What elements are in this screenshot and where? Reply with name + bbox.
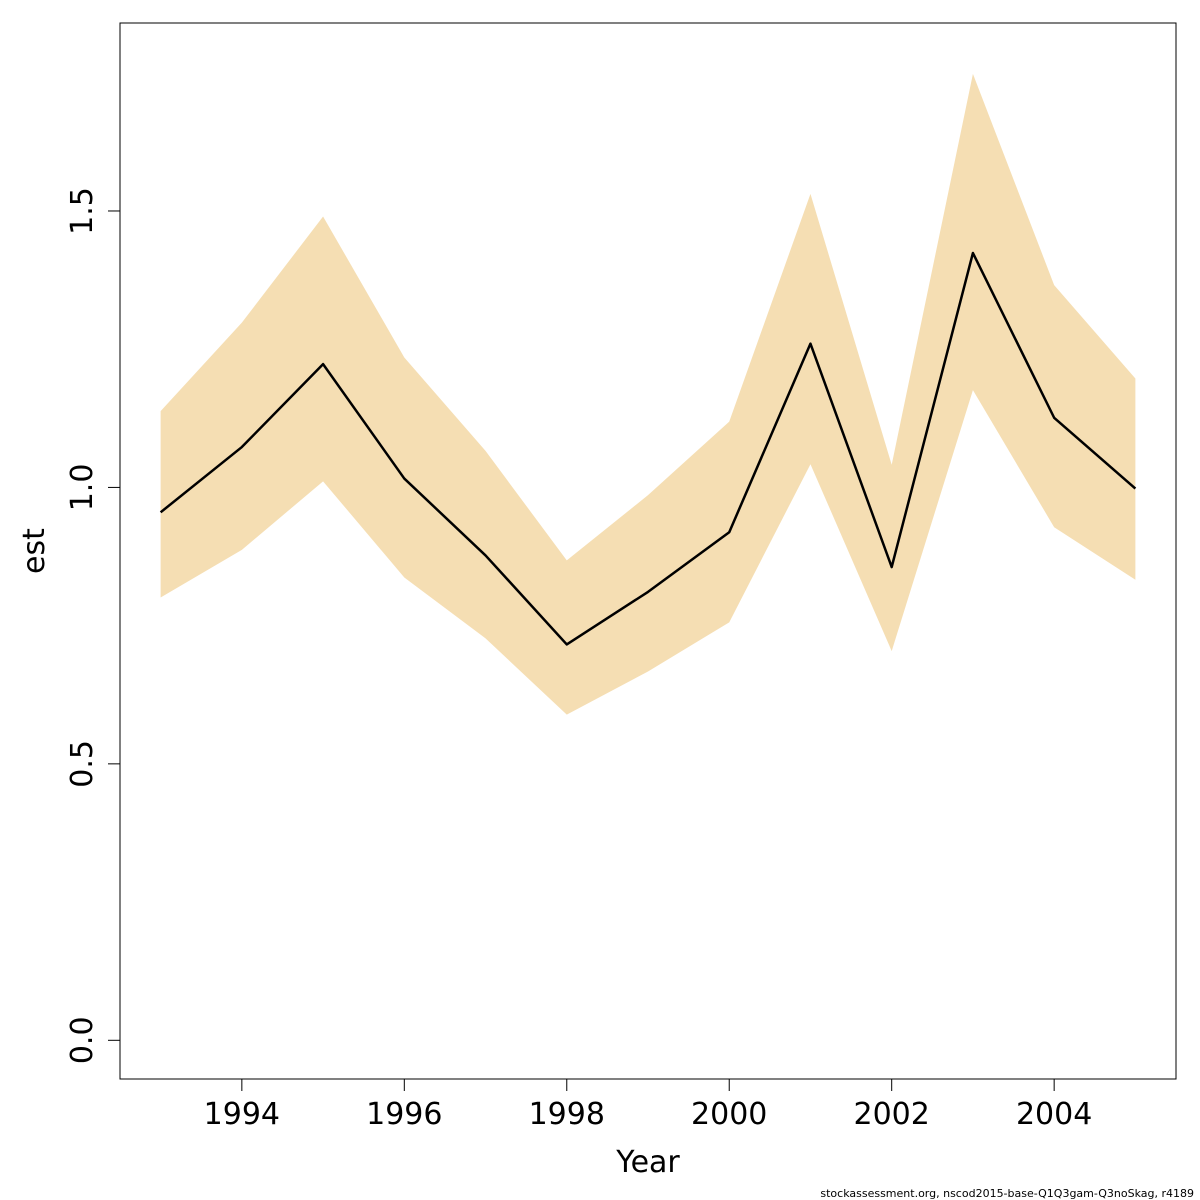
y-axis-title: est	[17, 528, 52, 574]
series-line-layer	[159, 251, 1137, 646]
footer-credit: stockassessment.org, nscod2015-base-Q1Q3…	[820, 1187, 1194, 1200]
x-tick-label: 1994	[204, 1097, 280, 1132]
y-axis: 0.0 0.5 1.0 1.5	[65, 187, 121, 1064]
y-tick-label: 1.5	[65, 187, 100, 235]
x-tick-label: 1996	[366, 1097, 442, 1132]
x-tick-label: 2000	[691, 1097, 767, 1132]
y-tick-label: 1.0	[65, 464, 100, 512]
x-axis: 1994 1996 1998 2000 2002 2004	[160, 1078, 1136, 1132]
x-tick-label: 2002	[854, 1097, 930, 1132]
confidence-band	[160, 73, 1136, 715]
series-line	[159, 251, 1137, 646]
y-tick-label: 0.5	[65, 740, 100, 788]
x-tick-label: 2004	[1016, 1097, 1092, 1132]
confidence-band-layer	[160, 73, 1136, 715]
y-tick-label: 0.0	[65, 1016, 100, 1064]
x-tick-label: 1998	[529, 1097, 605, 1132]
x-axis-title: Year	[615, 1145, 680, 1180]
